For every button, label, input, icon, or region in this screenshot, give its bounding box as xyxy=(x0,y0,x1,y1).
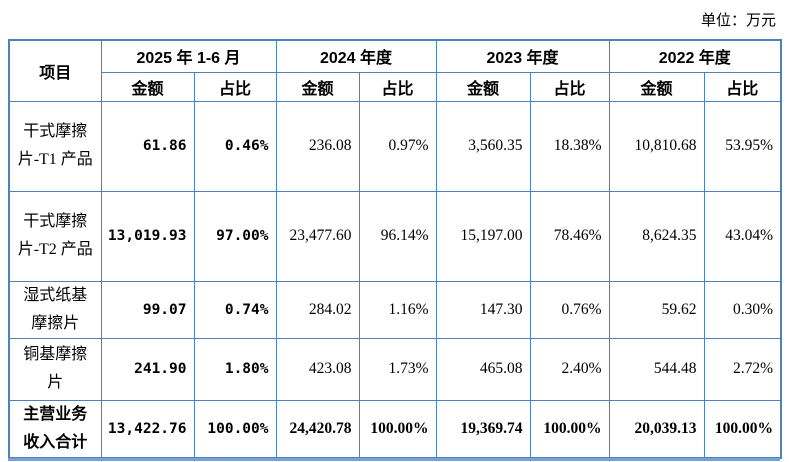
amount-cell: 236.08 xyxy=(275,100,360,192)
ratio-header-2024: 占比 xyxy=(358,71,437,102)
period-header-2024: 2024 年度 xyxy=(275,39,437,73)
amount-header-2024: 金额 xyxy=(275,71,360,102)
ratio-cell: 100.00% xyxy=(193,399,277,458)
ratio-cell: 53.95% xyxy=(703,100,782,192)
amount-cell: 8,624.35 xyxy=(608,190,705,282)
table-row-total: 主营业务收入合计 13,422.76 100.00% 24,420.78 100… xyxy=(8,399,782,458)
ratio-cell: 100.00% xyxy=(358,399,437,458)
ratio-cell: 1.16% xyxy=(358,280,437,339)
amount-cell: 465.08 xyxy=(435,337,531,401)
ratio-cell: 1.73% xyxy=(358,337,437,401)
table-row-copper-based: 铜基摩擦片 241.90 1.80% 423.08 1.73% 465.08 2… xyxy=(8,337,782,401)
ratio-header-2023: 占比 xyxy=(529,71,610,102)
amount-cell: 241.90 xyxy=(100,337,195,401)
row-label: 主营业务收入合计 xyxy=(8,399,102,458)
table-row-dry-t2: 干式摩擦片-T2 产品 13,019.93 97.00% 23,477.60 9… xyxy=(8,190,782,282)
amount-cell: 13,422.76 xyxy=(100,399,195,458)
amount-cell: 99.07 xyxy=(100,280,195,339)
row-label: 湿式纸基摩擦片 xyxy=(8,280,102,339)
ratio-cell: 100.00% xyxy=(703,399,782,458)
period-header-2023: 2023 年度 xyxy=(435,39,610,73)
ratio-cell: 43.04% xyxy=(703,190,782,282)
period-header-2025h1: 2025 年 1-6 月 xyxy=(100,39,277,73)
amount-cell: 3,560.35 xyxy=(435,100,531,192)
item-column-header: 项目 xyxy=(8,39,102,102)
amount-cell: 423.08 xyxy=(275,337,360,401)
header-row-periods: 项目 2025 年 1-6 月 2024 年度 2023 年度 2022 年度 xyxy=(8,39,782,102)
row-label: 铜基摩擦片 xyxy=(8,337,102,401)
amount-cell: 24,420.78 xyxy=(275,399,360,458)
ratio-cell: 0.30% xyxy=(703,280,782,339)
ratio-cell: 0.76% xyxy=(529,280,610,339)
amount-header-2023: 金额 xyxy=(435,71,531,102)
ratio-cell: 78.46% xyxy=(529,190,610,282)
amount-cell: 544.48 xyxy=(608,337,705,401)
header-row-subcolumns: 金额 占比 金额 占比 金额 占比 金额 占比 xyxy=(9,71,782,102)
ratio-cell: 100.00% xyxy=(529,399,610,458)
amount-cell: 61.86 xyxy=(100,100,195,192)
amount-header-2022: 金额 xyxy=(608,71,705,102)
amount-cell: 13,019.93 xyxy=(100,190,195,282)
amount-cell: 147.30 xyxy=(435,280,531,339)
amount-cell: 19,369.74 xyxy=(435,399,531,458)
ratio-header-2025h1: 占比 xyxy=(193,71,277,102)
row-label: 干式摩擦片-T2 产品 xyxy=(8,190,102,282)
amount-cell: 59.62 xyxy=(608,280,705,339)
table-row-dry-t1: 干式摩擦片-T1 产品 61.86 0.46% 236.08 0.97% 3,5… xyxy=(8,100,782,192)
amount-cell: 23,477.60 xyxy=(275,190,360,282)
ratio-cell: 96.14% xyxy=(358,190,437,282)
ratio-cell: 18.38% xyxy=(529,100,610,192)
table-bottom-accent-line xyxy=(8,458,780,461)
amount-cell: 284.02 xyxy=(275,280,360,339)
amount-header-2025h1: 金额 xyxy=(100,71,195,102)
ratio-cell: 2.72% xyxy=(703,337,782,401)
ratio-cell: 0.74% xyxy=(193,280,277,339)
ratio-cell: 0.97% xyxy=(358,100,437,192)
ratio-cell: 97.00% xyxy=(193,190,277,282)
ratio-cell: 2.40% xyxy=(529,337,610,401)
period-header-2022: 2022 年度 xyxy=(608,39,782,73)
amount-cell: 20,039.13 xyxy=(608,399,705,458)
amount-cell: 10,810.68 xyxy=(608,100,705,192)
ratio-header-2022: 占比 xyxy=(703,71,782,102)
revenue-breakdown-table: 项目 2025 年 1-6 月 2024 年度 2023 年度 2022 年度 … xyxy=(8,39,783,459)
table-row-wet-paper: 湿式纸基摩擦片 99.07 0.74% 284.02 1.16% 147.30 … xyxy=(8,280,782,339)
amount-cell: 15,197.00 xyxy=(435,190,531,282)
unit-label: 单位：万元 xyxy=(700,13,776,29)
ratio-cell: 0.46% xyxy=(193,100,277,192)
ratio-cell: 1.80% xyxy=(193,337,277,401)
row-label: 干式摩擦片-T1 产品 xyxy=(8,100,102,192)
